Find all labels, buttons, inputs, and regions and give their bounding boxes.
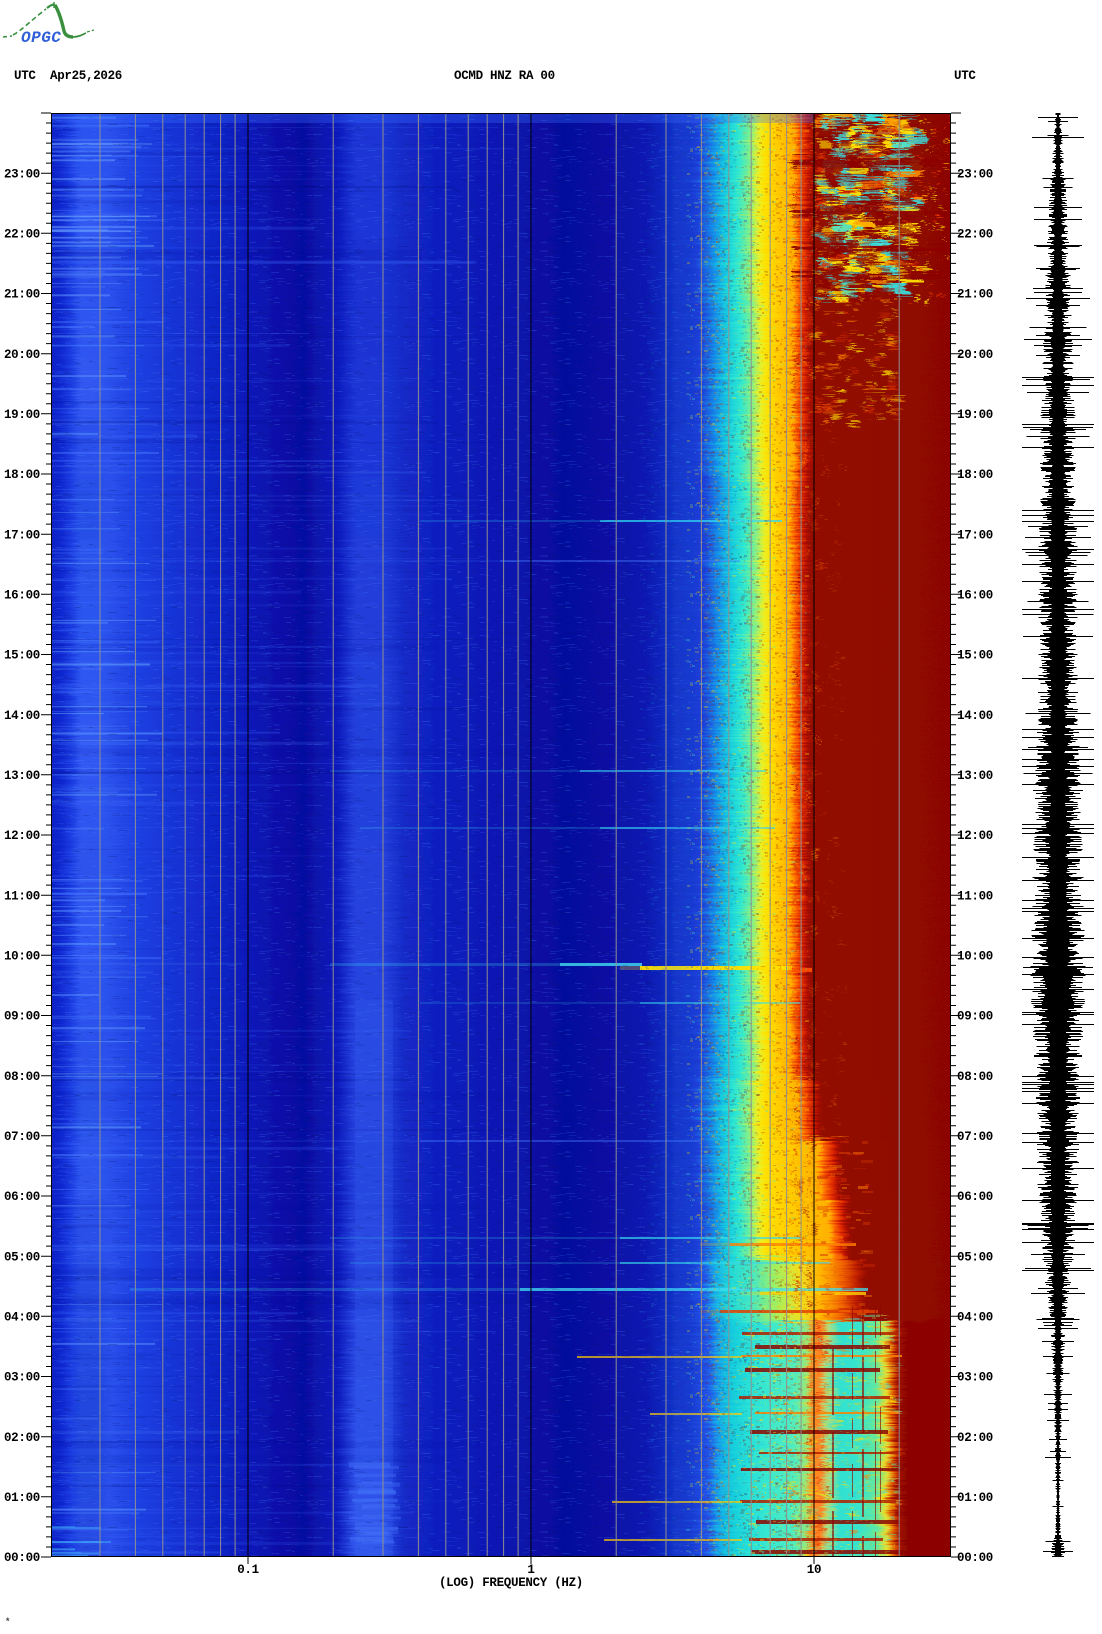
svg-text:UTC: UTC <box>14 69 36 83</box>
svg-text:15:00: 15:00 <box>4 649 40 663</box>
svg-text:10:00: 10:00 <box>957 950 993 964</box>
svg-text:14:00: 14:00 <box>957 709 993 723</box>
svg-text:01:00: 01:00 <box>957 1491 993 1505</box>
svg-text:05:00: 05:00 <box>957 1250 993 1264</box>
svg-text:04:00: 04:00 <box>957 1311 993 1325</box>
svg-text:*: * <box>5 1617 10 1627</box>
svg-text:Apr25,2026: Apr25,2026 <box>50 69 122 83</box>
svg-text:17:00: 17:00 <box>957 528 993 542</box>
svg-text:13:00: 13:00 <box>957 769 993 783</box>
svg-text:10:00: 10:00 <box>4 950 40 964</box>
svg-text:11:00: 11:00 <box>4 889 40 903</box>
svg-text:12:00: 12:00 <box>957 829 993 843</box>
svg-text:22:00: 22:00 <box>957 228 993 242</box>
svg-text:13:00: 13:00 <box>4 769 40 783</box>
svg-text:15:00: 15:00 <box>957 649 993 663</box>
svg-text:19:00: 19:00 <box>4 408 40 422</box>
svg-text:20:00: 20:00 <box>957 348 993 362</box>
svg-text:22:00: 22:00 <box>4 228 40 242</box>
svg-text:08:00: 08:00 <box>4 1070 40 1084</box>
svg-text:03:00: 03:00 <box>957 1371 993 1385</box>
svg-text:11:00: 11:00 <box>957 889 993 903</box>
svg-text:12:00: 12:00 <box>4 829 40 843</box>
svg-text:07:00: 07:00 <box>4 1130 40 1144</box>
svg-text:07:00: 07:00 <box>957 1130 993 1144</box>
svg-text:04:00: 04:00 <box>4 1311 40 1325</box>
svg-text:20:00: 20:00 <box>4 348 40 362</box>
svg-text:19:00: 19:00 <box>957 408 993 422</box>
svg-text:21:00: 21:00 <box>4 288 40 302</box>
svg-text:OPGC: OPGC <box>21 29 61 47</box>
svg-text:1: 1 <box>527 1563 534 1577</box>
svg-text:UTC: UTC <box>954 69 976 83</box>
svg-text:05:00: 05:00 <box>4 1250 40 1264</box>
svg-text:06:00: 06:00 <box>4 1190 40 1204</box>
svg-text:00:00: 00:00 <box>957 1551 993 1565</box>
svg-text:02:00: 02:00 <box>4 1431 40 1445</box>
svg-text:16:00: 16:00 <box>4 589 40 603</box>
svg-text:(LOG) FREQUENCY (HZ): (LOG) FREQUENCY (HZ) <box>439 1576 583 1590</box>
svg-text:06:00: 06:00 <box>957 1190 993 1204</box>
svg-text:10: 10 <box>807 1563 821 1577</box>
svg-text:18:00: 18:00 <box>4 468 40 482</box>
svg-text:21:00: 21:00 <box>957 288 993 302</box>
svg-text:OCMD HNZ RA 00: OCMD HNZ RA 00 <box>454 69 555 83</box>
svg-text:02:00: 02:00 <box>957 1431 993 1445</box>
svg-text:23:00: 23:00 <box>957 167 993 181</box>
svg-text:01:00: 01:00 <box>4 1491 40 1505</box>
svg-text:18:00: 18:00 <box>957 468 993 482</box>
svg-text:03:00: 03:00 <box>4 1371 40 1385</box>
svg-text:09:00: 09:00 <box>957 1010 993 1024</box>
svg-text:16:00: 16:00 <box>957 589 993 603</box>
svg-text:14:00: 14:00 <box>4 709 40 723</box>
svg-text:17:00: 17:00 <box>4 528 40 542</box>
svg-text:23:00: 23:00 <box>4 167 40 181</box>
svg-text:00:00: 00:00 <box>4 1551 40 1565</box>
svg-text:0.1: 0.1 <box>237 1563 259 1577</box>
svg-text:09:00: 09:00 <box>4 1010 40 1024</box>
svg-text:08:00: 08:00 <box>957 1070 993 1084</box>
